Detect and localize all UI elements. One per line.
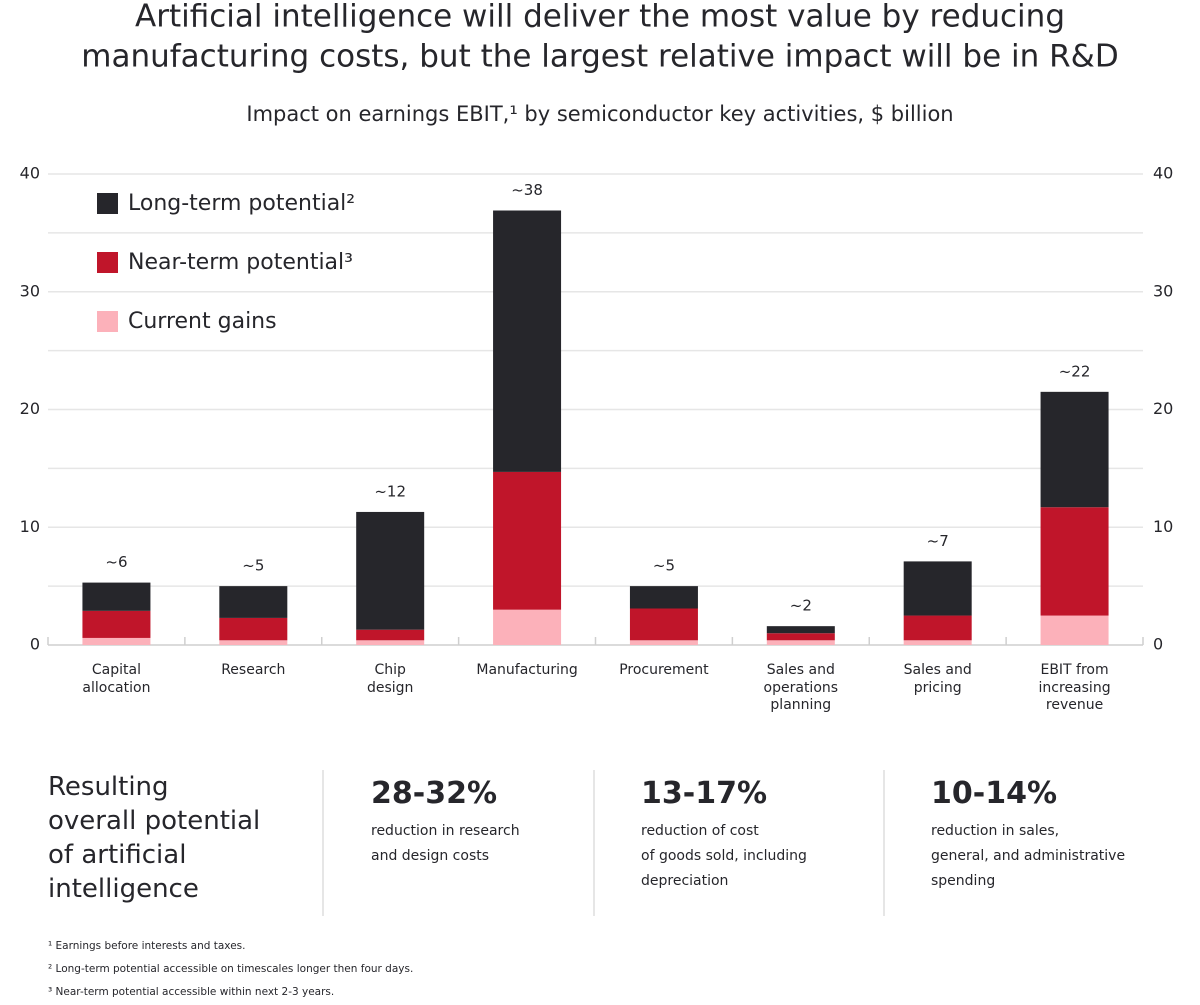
bar-segment (629, 608, 698, 641)
bar-segment (493, 210, 562, 472)
bar-segment (356, 640, 425, 645)
legend-label: Current gains (128, 309, 277, 334)
bar-segment (219, 586, 288, 618)
bar-segment (766, 640, 835, 645)
bar-segment (1040, 507, 1109, 616)
summary-item: 10-14% reduction in sales, general, and a… (931, 776, 1125, 894)
bar-segment (903, 561, 972, 616)
y-tick-label: 10 (20, 517, 40, 536)
x-tick-label: Research (221, 662, 286, 678)
y2-tick-label: 40 (1153, 164, 1173, 183)
total-label: ~5 (242, 557, 264, 575)
bar-segment (493, 609, 562, 645)
bar-segment (629, 586, 698, 609)
x-tick-label: Sales and pricing (903, 662, 972, 696)
divider (593, 770, 595, 916)
y2-tick-label: 30 (1153, 281, 1173, 300)
bar-segment (1040, 391, 1109, 508)
bar-segment (82, 582, 151, 611)
legend-swatch (97, 193, 118, 214)
chart: Artificial intelligence will deliver the… (20, 0, 1174, 654)
summary-value: 13-17% (641, 776, 768, 811)
bar-segment (903, 615, 972, 641)
legend-label: Near-term potential³ (128, 250, 353, 275)
chart-title: Artificial intelligence will deliver the… (135, 0, 1065, 35)
x-tick-label: Chip design (366, 662, 414, 696)
bar-segment (493, 471, 562, 610)
summary-text: reduction in research and design costs (371, 823, 520, 864)
x-tick-label: Procurement (619, 662, 709, 678)
bar-segment (219, 640, 288, 645)
summary-item: 28-32% reduction in research and design c… (371, 776, 520, 869)
divider (322, 770, 324, 916)
x-tick-label: Capital allocation (82, 662, 151, 696)
summary-heading: Resulting overall potential of artificia… (48, 772, 261, 904)
footnote: ² Long-term potential accessible on time… (48, 963, 414, 975)
chart-title: manufacturing costs, but the largest rel… (81, 39, 1118, 75)
bar-segment (356, 511, 425, 630)
footnote: ¹ Earnings before interests and taxes. (48, 940, 246, 952)
bar-segment (629, 640, 698, 645)
x-tick-label: Sales and operations planning (763, 662, 839, 713)
total-label: ~5 (653, 557, 675, 575)
bar-segment (766, 626, 835, 634)
x-tick-label: Manufacturing (476, 662, 578, 678)
total-label: ~22 (1059, 362, 1091, 380)
y-tick-label: 30 (20, 281, 40, 300)
y-tick-label: 20 (20, 399, 40, 418)
bar-segment (356, 629, 425, 641)
x-tick-label: EBIT from increasing revenue (1038, 662, 1111, 713)
bar-segment (1040, 615, 1109, 645)
y-tick-label: 40 (20, 164, 40, 183)
total-label: ~2 (790, 597, 812, 615)
bar-segment (903, 640, 972, 645)
total-label: ~38 (511, 181, 543, 199)
bar-segment (82, 610, 151, 638)
total-label: ~7 (927, 532, 949, 550)
footnote: ³ Near-term potential accessible within … (48, 986, 335, 998)
legend-swatch (97, 252, 118, 273)
summary-value: 28-32% (371, 776, 498, 811)
chart-subtitle: Impact on earnings EBIT,¹ by semiconduct… (246, 102, 953, 126)
summary-item: 13-17% reduction of cost of goods sold, i… (641, 776, 807, 894)
divider (883, 770, 885, 916)
y2-tick-label: 0 (1153, 635, 1163, 654)
summary-value: 10-14% (931, 776, 1058, 811)
summary-text: reduction in sales, general, and adminis… (931, 823, 1126, 889)
bar-segment (766, 633, 835, 641)
y2-tick-label: 10 (1153, 517, 1173, 536)
summary-text: reduction of cost of goods sold, includi… (641, 823, 807, 889)
y2-tick-label: 20 (1153, 399, 1173, 418)
bar-segment (82, 637, 151, 645)
total-label: ~6 (105, 553, 127, 571)
bar-segment (219, 617, 288, 641)
legend-label: Long-term potential² (128, 191, 355, 216)
legend-swatch (97, 311, 118, 332)
total-label: ~12 (374, 482, 406, 500)
y-tick-label: 0 (30, 635, 40, 654)
